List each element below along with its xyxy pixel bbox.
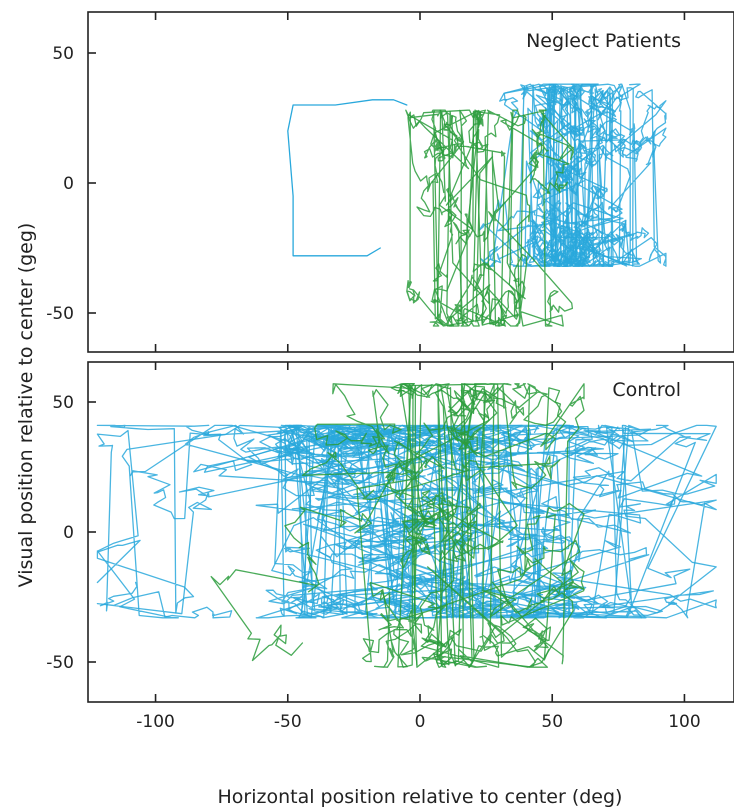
panel-title: Neglect Patients <box>526 30 681 52</box>
y-tick-label: -50 <box>46 304 74 324</box>
x-axis-label: Horizontal position relative to center (… <box>218 786 623 808</box>
green-gaze-trace <box>472 109 574 327</box>
y-tick-label: 50 <box>52 393 74 413</box>
blue-gaze-trace <box>336 426 703 618</box>
blue-gaze-trace <box>96 424 632 619</box>
green-gaze-trace <box>421 383 585 668</box>
green-gaze-trace <box>418 383 585 668</box>
x-tick-label: 50 <box>541 712 563 732</box>
blue-gaze-trace <box>96 425 566 619</box>
panel-title: Control <box>612 379 681 401</box>
blue-gaze-trace <box>96 424 479 619</box>
x-tick-label: -50 <box>274 712 302 732</box>
blue-gaze-trace <box>417 425 717 619</box>
blue-gaze-trace <box>489 83 599 267</box>
y-tick-label: 0 <box>63 174 74 194</box>
y-tick-label: 50 <box>52 44 74 64</box>
panel-control: -50 0 50 -100 -50 0 50 100 Control <box>46 361 734 732</box>
y-axis-label: Visual position relative to center (geg) <box>15 223 37 588</box>
green-gaze-trace <box>301 383 561 528</box>
blue-gaze-trace <box>550 83 650 267</box>
x-tick-label: -100 <box>136 712 175 732</box>
plot-frame <box>87 11 734 353</box>
green-gaze-trace <box>445 109 575 323</box>
blue-gaze-trace <box>283 424 449 619</box>
y-tick-label: -50 <box>46 653 74 673</box>
blue-gaze-trace <box>553 83 667 267</box>
green-gaze-trace <box>356 383 455 668</box>
x-tick-label: 0 <box>415 712 426 732</box>
y-tick-label: 0 <box>63 523 74 543</box>
traces <box>96 383 717 668</box>
green-gaze-trace <box>406 109 527 327</box>
blue-gaze-trace <box>555 86 667 267</box>
blue-gaze-outlier <box>287 99 408 257</box>
blue-gaze-trace <box>302 424 501 616</box>
x-tick-label: 100 <box>668 712 700 732</box>
panel-neglect-patients: -50 0 50 Neglect Patients <box>46 11 734 353</box>
traces <box>287 83 667 327</box>
green-gaze-trace <box>405 109 564 327</box>
blue-gaze-trace <box>419 424 717 619</box>
